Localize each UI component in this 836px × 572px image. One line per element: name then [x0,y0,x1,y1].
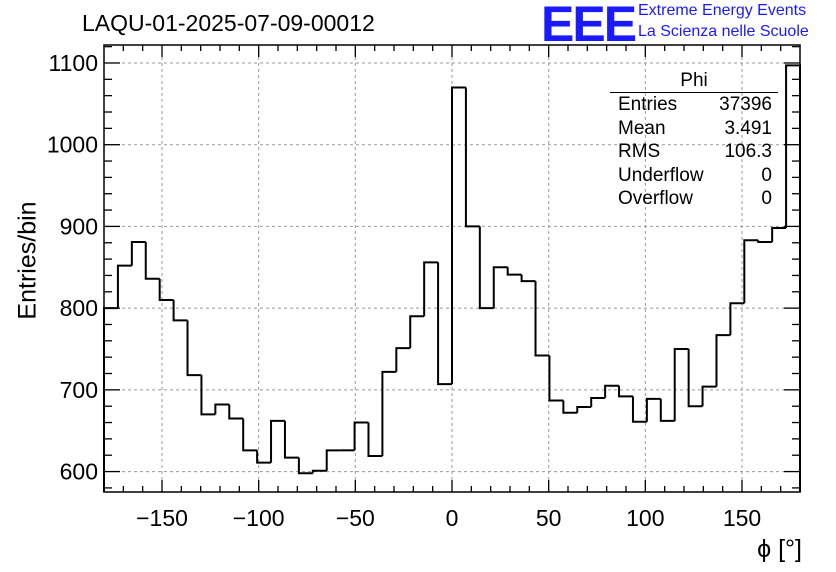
histogram-bin [590,397,606,408]
histogram-bin [506,267,522,276]
histogram-bin [200,375,216,416]
histogram-bin [186,320,202,377]
y-tick-label: 900 [60,213,98,239]
histogram-bin [492,266,508,309]
histogram-bin [172,299,188,322]
stats-row-rms: RMS 106.3 [610,140,778,164]
histogram-bin [464,87,480,228]
histogram-bin [353,421,369,451]
histogram-bin [283,420,299,459]
histogram-bin [771,227,787,242]
histogram-bin [548,355,564,402]
histogram-bin [367,422,383,458]
histogram-bin [103,307,118,492]
stats-label: Overflow [618,188,693,209]
x-tick-label: −150 [136,505,188,531]
histogram-bin [311,469,327,474]
stats-row-mean: Mean 3.491 [610,117,778,141]
stats-title: Phi [610,70,778,93]
histogram-bin [701,385,717,407]
stats-label: Entries [618,94,678,115]
histogram-bin [785,64,801,492]
histogram-bin [437,262,452,386]
stats-box: Phi Entries 37396 Mean 3.491 RMS 106.3 U… [610,70,778,211]
histogram-bin [297,457,313,475]
y-tick-label: 1100 [49,50,98,76]
histogram-bin [618,385,633,398]
histogram-bin [743,239,759,304]
histogram-bin [687,348,703,408]
stats-value: 0 [761,164,772,186]
stats-row-underflow: Underflow 0 [610,164,778,188]
x-axis-label: ϕ [°] [757,535,802,563]
histogram-bin [562,400,578,414]
histogram-bin [144,241,160,280]
histogram-bin [409,315,425,349]
histogram-bin [729,302,745,336]
x-tick-label: 150 [723,505,761,531]
histogram-bin [478,226,494,310]
histogram-bin [715,334,731,387]
histogram-bin [576,406,592,413]
x-tick-label: 100 [626,505,664,531]
histogram-bin [673,347,689,421]
run-title: LAQU-01-2025-07-09-00012 [82,10,375,36]
y-tick-label: 1000 [47,132,98,158]
histogram-bin [423,261,439,317]
axis-ticks [104,45,800,492]
stats-value: 106.3 [724,141,772,162]
histogram-bin [395,347,411,372]
histogram-bin [631,396,647,423]
histogram-bin [381,370,397,457]
histogram-bin [228,404,244,420]
histogram-bin [242,418,258,452]
y-tick-label: 700 [60,377,98,403]
histogram-bin [270,419,285,463]
histogram-bin [158,278,174,301]
histogram-bin [130,240,146,266]
stats-value: 37396 [719,94,772,115]
x-tick-label: −50 [336,505,375,531]
y-tick-labels: 600 700 800 900 1000 1100 [47,50,98,485]
eee-logo: EEE [541,0,637,52]
stats-row-overflow: Overflow 0 [610,187,778,211]
stats-label: Underflow [618,164,704,186]
x-tick-labels: −150 −100 −50 0 50 100 150 [136,505,761,531]
stats-value: 3.491 [724,117,772,139]
x-tick-label: −100 [233,505,285,531]
y-tick-label: 600 [60,459,98,485]
histogram-bin [520,274,536,283]
histogram-bin [534,281,550,357]
histogram-bin [757,240,773,243]
histogram-bin [659,398,675,422]
stats-row-entries: Entries 37396 [610,93,778,117]
eee-logo-line2: La Scienza nelle Scuole [638,23,809,40]
histogram-bin [256,450,272,464]
stats-value: 0 [761,188,772,209]
histogram-bin [214,403,230,415]
histogram-bin [325,449,341,471]
y-axis-label: Entries/bin [13,201,42,320]
histogram-bin [451,86,466,385]
x-tick-label: 0 [446,505,459,531]
x-tick-label: 50 [536,505,562,531]
stats-label: RMS [618,141,661,162]
stats-label: Mean [618,117,666,139]
y-tick-label: 800 [60,295,98,321]
histogram-bin [116,264,132,309]
histogram-bin [604,384,620,399]
eee-logo-line1: Extreme Energy Events [638,2,807,19]
histogram-bin [645,397,661,422]
